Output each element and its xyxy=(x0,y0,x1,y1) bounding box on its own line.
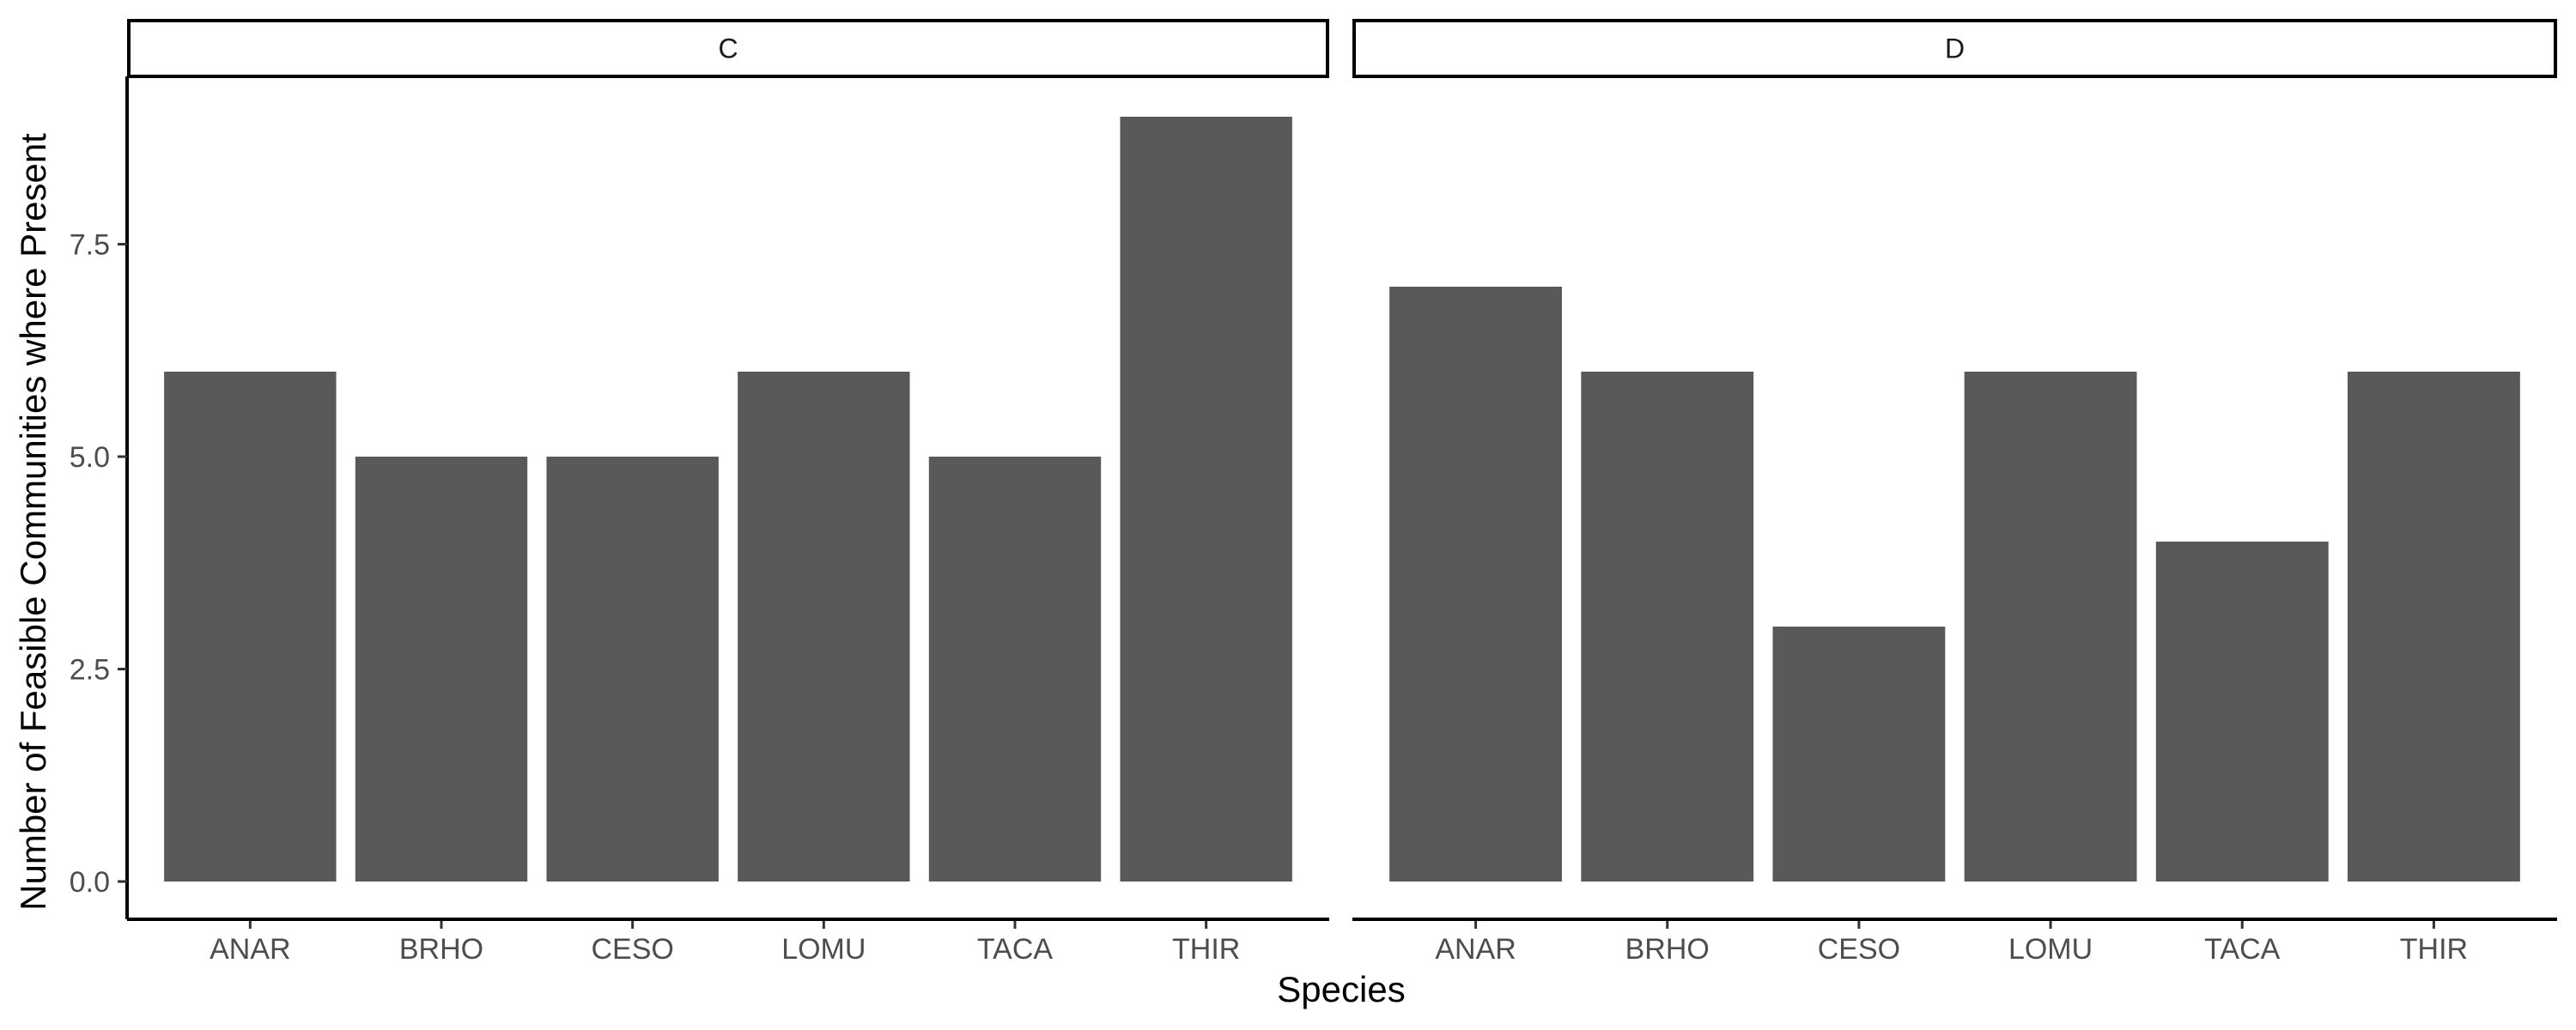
bar-anar xyxy=(164,372,337,882)
bar-lomu xyxy=(738,372,910,882)
y-tick-label: 0.0 xyxy=(70,866,110,899)
bar-ceso xyxy=(1772,627,1946,882)
facet-panel-d: D ANAR BRHO CESO LOMU TACA THIR xyxy=(1352,19,2557,966)
facet-strip xyxy=(1352,19,2557,78)
facet-strip-label: C xyxy=(718,33,738,64)
bar-taca xyxy=(2155,542,2329,882)
bar-brho xyxy=(355,457,528,882)
x-tick-label: THIR xyxy=(2400,933,2468,966)
x-tick-label: BRHO xyxy=(1625,933,1710,966)
x-tick-label: THIR xyxy=(1172,933,1240,966)
facet-panels: C ANAR BRHO CESO LOMU TACA THIR D ANAR BRHO CESO LO… xyxy=(127,19,2557,966)
bar-ceso xyxy=(546,457,719,882)
facet-panel-c: C ANAR BRHO CESO LOMU TACA THIR xyxy=(127,19,1329,966)
x-tick-label: BRHO xyxy=(399,933,483,966)
x-tick-label: TACA xyxy=(977,933,1053,966)
bar-lomu xyxy=(1964,372,2137,882)
x-tick-label: TACA xyxy=(2204,933,2280,966)
x-tick-label: LOMU xyxy=(2008,933,2093,966)
x-tick-label: CESO xyxy=(591,933,673,966)
y-axis-title: Number of Feasible Communities where Pre… xyxy=(13,133,53,911)
bar-thir xyxy=(1120,117,1292,882)
bar-anar xyxy=(1389,287,1563,882)
bar-taca xyxy=(928,457,1102,882)
x-tick-label: LOMU xyxy=(781,933,866,966)
x-tick-label: ANAR xyxy=(210,933,290,966)
x-tick-label: CESO xyxy=(1818,933,1900,966)
facet-strip xyxy=(127,19,1329,78)
bar-thir xyxy=(2347,372,2520,882)
x-axis-title: Species xyxy=(1277,969,1405,1009)
y-axis: 0.0 2.5 5.0 7.5 xyxy=(70,76,129,919)
y-tick-label: 7.5 xyxy=(70,229,110,262)
facet-strip-label: D xyxy=(1945,33,1965,64)
x-tick-label: ANAR xyxy=(1435,933,1516,966)
y-tick-label: 2.5 xyxy=(70,654,110,687)
bar-brho xyxy=(1581,372,1754,882)
y-tick-label: 5.0 xyxy=(70,441,110,474)
